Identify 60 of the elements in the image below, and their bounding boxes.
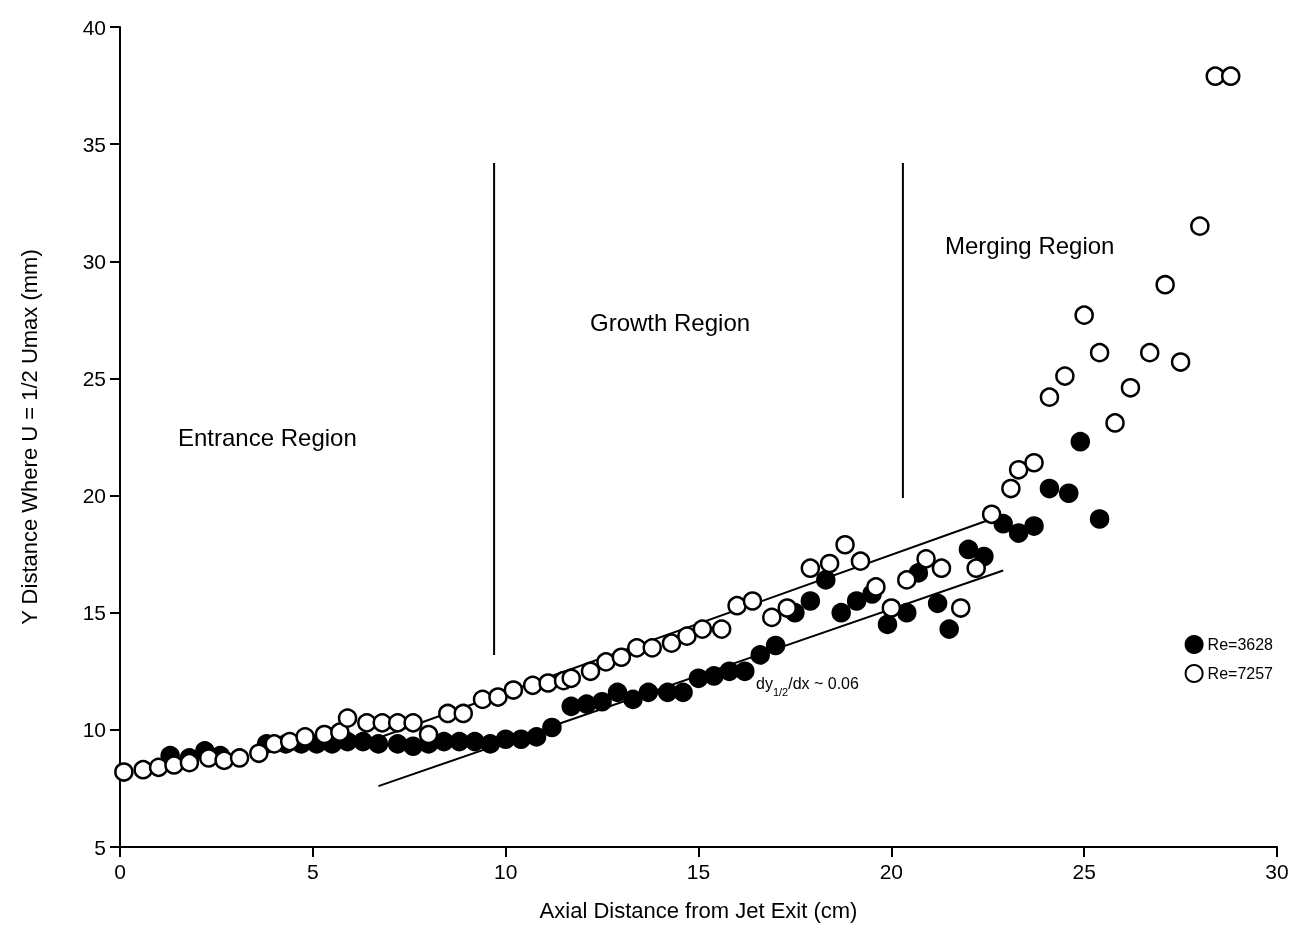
x-tick-label: 20 bbox=[879, 860, 904, 883]
point bbox=[1089, 509, 1110, 529]
legend-label: Re=7257 bbox=[1207, 665, 1274, 682]
point bbox=[542, 717, 562, 738]
point bbox=[561, 696, 581, 717]
y-tick-label: 40 bbox=[82, 15, 106, 39]
point bbox=[765, 635, 786, 656]
y-tick-label: 35 bbox=[82, 132, 106, 156]
point bbox=[846, 591, 867, 611]
point bbox=[1070, 431, 1091, 452]
x-axis-title: Axial Distance from Jet Exit (cm) bbox=[539, 897, 858, 923]
y-axis-title: Y Distance Where U = 1/2 Umax (mm) bbox=[16, 249, 42, 625]
annotation: Growth Region bbox=[590, 308, 751, 336]
x-tick-label: 10 bbox=[493, 860, 518, 883]
point bbox=[576, 694, 597, 714]
point bbox=[897, 602, 917, 623]
point bbox=[607, 682, 628, 703]
point bbox=[958, 539, 979, 560]
point bbox=[511, 729, 531, 749]
x-tick-label: 5 bbox=[306, 860, 319, 883]
point bbox=[623, 689, 643, 710]
point bbox=[927, 593, 948, 614]
point bbox=[816, 570, 836, 590]
point bbox=[592, 692, 612, 712]
point bbox=[735, 661, 755, 682]
point bbox=[465, 731, 485, 752]
point bbox=[1024, 516, 1044, 536]
x-tick-label: 0 bbox=[114, 860, 126, 883]
point bbox=[387, 734, 408, 754]
point bbox=[1039, 478, 1060, 499]
point bbox=[353, 731, 373, 752]
x-tick-label: 30 bbox=[1265, 860, 1289, 883]
point bbox=[1008, 523, 1029, 543]
point bbox=[704, 666, 724, 686]
point bbox=[368, 734, 389, 754]
point bbox=[638, 682, 659, 703]
y-tick-label: 20 bbox=[82, 484, 106, 508]
point bbox=[750, 645, 770, 665]
point bbox=[800, 591, 821, 611]
point bbox=[495, 729, 516, 749]
point bbox=[831, 602, 851, 623]
point bbox=[673, 682, 693, 703]
x-tick-label: 15 bbox=[686, 860, 711, 883]
point bbox=[657, 682, 678, 703]
y-tick-label: 25 bbox=[82, 366, 106, 390]
point bbox=[939, 619, 959, 639]
y-tick-label: 30 bbox=[82, 249, 106, 273]
point bbox=[688, 668, 709, 689]
annotation: Merging Region bbox=[945, 231, 1115, 259]
y-tick-label: 10 bbox=[82, 718, 106, 742]
point bbox=[526, 727, 547, 747]
annotation: Entrance Region bbox=[178, 423, 357, 451]
point bbox=[403, 736, 423, 756]
x-tick-label: 25 bbox=[1072, 860, 1096, 883]
y-tick-label: 5 bbox=[94, 835, 106, 859]
point bbox=[480, 734, 500, 754]
y-tick-label: 15 bbox=[82, 601, 106, 625]
point bbox=[877, 614, 898, 635]
legend-label: Re=3628 bbox=[1207, 636, 1274, 653]
point bbox=[1059, 483, 1079, 503]
